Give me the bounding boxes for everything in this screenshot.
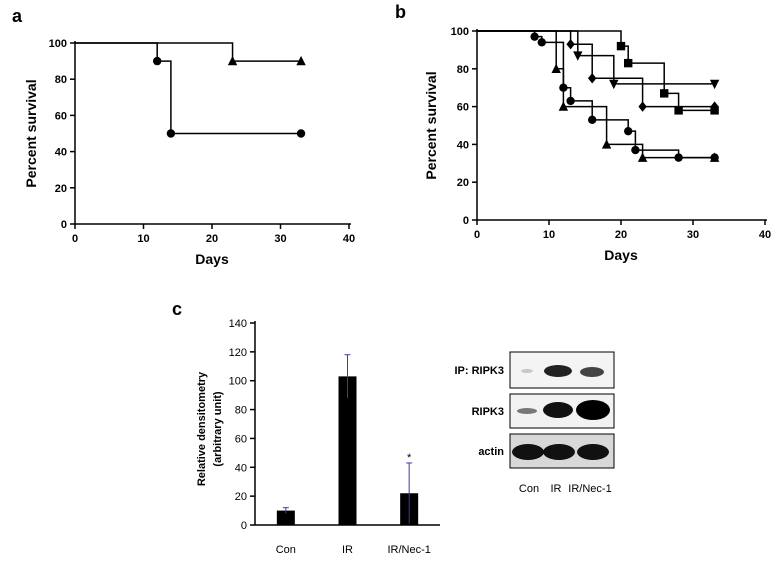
data-point bbox=[609, 79, 619, 90]
y-tick-label: 40 bbox=[457, 139, 469, 151]
blot-row-label: actin bbox=[478, 446, 504, 458]
data-point bbox=[566, 39, 575, 50]
survival-line bbox=[477, 30, 715, 112]
y-tick-label: 40 bbox=[55, 147, 67, 159]
y-tick-label: 20 bbox=[457, 177, 469, 189]
x-tick-label: 30 bbox=[274, 233, 286, 245]
blot-band bbox=[543, 402, 573, 418]
data-point bbox=[558, 101, 569, 111]
data-point bbox=[616, 41, 626, 51]
blot-band bbox=[512, 444, 544, 460]
y-tick-label: 60 bbox=[457, 102, 469, 114]
x-tick-label: IR bbox=[342, 544, 353, 556]
blot-band bbox=[521, 369, 533, 373]
x-tick-label: 20 bbox=[615, 229, 627, 241]
y-tick-label: 100 bbox=[229, 376, 247, 388]
x-axis-label: Days bbox=[604, 247, 638, 263]
blot-band bbox=[580, 367, 604, 377]
y-tick-label: 20 bbox=[235, 491, 247, 503]
y-tick-label: 100 bbox=[49, 38, 67, 50]
x-tick-label: 40 bbox=[343, 233, 355, 245]
x-tick-label: 20 bbox=[206, 233, 218, 245]
data-point bbox=[153, 56, 162, 66]
data-point bbox=[601, 139, 612, 149]
data-point bbox=[709, 152, 720, 162]
data-point bbox=[588, 115, 597, 125]
data-point bbox=[674, 106, 683, 115]
blot-lane-label: IR/Nec-1 bbox=[568, 483, 611, 495]
x-tick-label: 10 bbox=[137, 233, 149, 245]
data-point bbox=[588, 73, 597, 84]
panel-label: b bbox=[395, 2, 406, 22]
panel-label: a bbox=[12, 6, 23, 26]
data-point bbox=[166, 129, 176, 138]
blot-band bbox=[576, 400, 610, 420]
x-tick-label: 10 bbox=[543, 229, 555, 241]
survival-line bbox=[75, 42, 302, 62]
data-point bbox=[566, 96, 575, 106]
y-axis-label: Percent survival bbox=[23, 79, 39, 187]
x-tick-label: IR/Nec-1 bbox=[387, 544, 430, 556]
y-tick-label: 0 bbox=[463, 215, 469, 227]
data-point bbox=[637, 152, 648, 162]
panel-label: c bbox=[172, 299, 182, 319]
y-tick-label: 0 bbox=[61, 219, 67, 231]
blot-band bbox=[543, 444, 575, 460]
data-point bbox=[530, 32, 539, 41]
y-tick-label: 20 bbox=[55, 183, 67, 195]
survival-line bbox=[477, 30, 715, 85]
y-tick-label: 120 bbox=[229, 347, 247, 359]
y-tick-label: 40 bbox=[235, 462, 247, 474]
data-point bbox=[624, 58, 633, 68]
y-tick-label: 60 bbox=[235, 433, 247, 445]
data-point bbox=[709, 79, 720, 90]
bar bbox=[338, 376, 357, 525]
y-tick-label: 80 bbox=[457, 64, 469, 76]
y-axis-label: Percent survival bbox=[423, 71, 439, 179]
x-axis-label: Days bbox=[195, 251, 229, 267]
y-tick-label: 100 bbox=[451, 26, 469, 38]
y-tick-label: 140 bbox=[229, 318, 247, 330]
data-point bbox=[631, 145, 640, 155]
data-point bbox=[537, 38, 546, 47]
x-tick-label: 0 bbox=[72, 233, 78, 245]
x-tick-label: 40 bbox=[759, 229, 771, 241]
data-point bbox=[624, 126, 633, 136]
x-tick-label: 0 bbox=[474, 229, 480, 241]
blot-row-label: IP: RIPK3 bbox=[454, 365, 504, 377]
x-tick-label: Con bbox=[276, 544, 296, 556]
bar bbox=[276, 510, 295, 525]
data-point bbox=[551, 63, 561, 73]
data-point bbox=[638, 101, 647, 112]
blot-band bbox=[544, 365, 572, 377]
y-tick-label: 0 bbox=[241, 520, 247, 532]
western-blot: IP: RIPK3 RIPK3 actin Con IR IR/Nec-1 bbox=[454, 351, 615, 495]
y-tick-label: 80 bbox=[235, 405, 247, 417]
data-point bbox=[296, 129, 306, 138]
y-tick-label: 80 bbox=[55, 74, 67, 86]
blot-band bbox=[517, 408, 537, 414]
survival-line bbox=[75, 42, 302, 135]
data-point bbox=[296, 55, 306, 66]
y-axis-label: (arbitrary unit) bbox=[212, 391, 224, 467]
annotation: * bbox=[407, 452, 412, 464]
blot-row-label: RIPK3 bbox=[472, 406, 504, 418]
blot-band bbox=[577, 444, 609, 460]
data-point bbox=[660, 89, 669, 98]
blot-lane-label: IR bbox=[551, 483, 562, 495]
data-point bbox=[227, 55, 238, 66]
data-point bbox=[573, 51, 583, 61]
blot-lane-label: Con bbox=[519, 483, 539, 495]
x-tick-label: 30 bbox=[687, 229, 699, 241]
y-tick-label: 60 bbox=[55, 110, 67, 122]
survival-line bbox=[477, 30, 715, 159]
y-axis-label: Relative densitometry bbox=[196, 371, 208, 486]
data-point bbox=[710, 101, 719, 112]
